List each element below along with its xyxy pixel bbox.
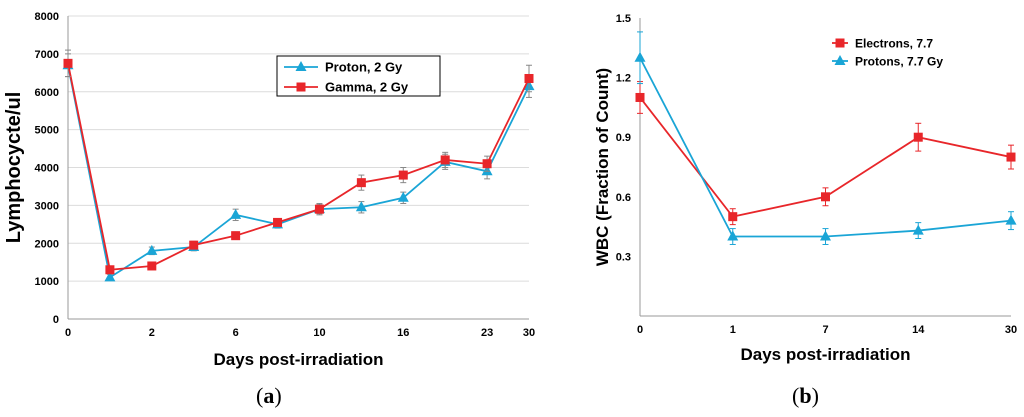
legend: Electrons, 7.7 Protons, 7.7 Gy	[832, 37, 943, 69]
data-point	[1005, 214, 1017, 225]
caption-a: (a)	[256, 383, 282, 408]
data-point	[273, 217, 283, 227]
data-point	[398, 170, 408, 180]
chart-a: 0 1000 2000 3000 4000 5000 6000 7000 8000 0 2 6 10 16…	[3, 11, 535, 369]
y-tick-label: 0.9	[616, 132, 631, 144]
data-point	[63, 58, 73, 68]
data-point	[356, 178, 366, 188]
x-axis-title: Days post-irradiation	[740, 345, 910, 364]
legend-label: Proton, 2 Gy	[325, 60, 403, 75]
series-line	[67, 65, 530, 279]
y-tick-label: 1.5	[616, 13, 631, 25]
y-tick-label: 8000	[35, 11, 59, 23]
x-tick-label: 30	[523, 327, 535, 339]
y-tick-label: 1.2	[616, 73, 631, 85]
y-tick-label: 0.6	[616, 192, 631, 204]
legend-label: Protons, 7.7 Gy	[855, 55, 943, 69]
legend-label: Gamma, 2 Gy	[325, 80, 409, 95]
y-tick-label: 2000	[35, 238, 59, 250]
series-line	[67, 63, 530, 271]
data-point	[440, 155, 450, 165]
x-tick-label: 23	[481, 327, 493, 339]
legend-swatch-marker	[296, 82, 306, 92]
data-point	[147, 261, 157, 271]
x-axis-title: Days post-irradiation	[213, 350, 383, 369]
legend-swatch-marker	[295, 61, 307, 71]
chart-b: 0.3 0.6 0.9 1.2 1.5 0 1 7 14 30 Days post-irradiat…	[593, 13, 1017, 364]
data-point	[189, 240, 199, 250]
series-electrons-7-7	[635, 81, 1016, 226]
data-point	[355, 201, 367, 212]
data-point	[820, 230, 831, 241]
x-tick-label: 0	[637, 324, 643, 336]
data-point	[635, 92, 645, 102]
x-tick-label: 30	[1005, 324, 1017, 336]
caption-b: (b)	[792, 383, 819, 408]
x-tick-label: 16	[397, 327, 409, 339]
data-point	[727, 230, 739, 241]
data-point	[524, 73, 534, 83]
series-gamma-2-gy	[63, 49, 534, 275]
y-axis-title: Lymphocycte/ul	[3, 92, 25, 244]
series-protons-7-7-gy	[634, 31, 1017, 245]
x-tick-label: 10	[313, 327, 325, 339]
y-tick-label: 1000	[35, 276, 59, 288]
data-point	[230, 208, 242, 219]
x-tick-label: 6	[233, 327, 239, 339]
data-point	[231, 231, 241, 241]
data-point	[482, 159, 492, 169]
x-tick-label: 14	[912, 324, 925, 336]
y-tick-label: 3000	[35, 200, 59, 212]
data-point	[397, 191, 409, 202]
legend: Proton, 2 Gy Gamma, 2 Gy	[276, 55, 441, 97]
x-tick-label: 7	[822, 324, 828, 336]
data-point	[634, 51, 646, 62]
data-point	[146, 244, 158, 255]
data-point	[105, 265, 115, 275]
data-point	[912, 224, 924, 235]
y-tick-label: 0	[53, 314, 59, 326]
y-tick-label: 6000	[35, 87, 59, 99]
data-point	[1006, 152, 1016, 162]
x-tick-label: 1	[730, 324, 736, 336]
x-tick-label: 2	[149, 327, 155, 339]
y-tick-label: 0.3	[616, 251, 631, 263]
y-tick-label: 5000	[35, 125, 59, 137]
data-point	[314, 204, 324, 214]
legend-swatch-marker	[834, 55, 846, 65]
legend-swatch-marker	[835, 38, 845, 48]
data-point	[104, 271, 116, 282]
series-line	[639, 57, 1012, 238]
x-tick-label: 0	[65, 327, 71, 339]
data-point	[728, 212, 738, 222]
legend-label: Electrons, 7.7	[855, 37, 933, 51]
data-point	[913, 132, 923, 142]
y-axis-title: WBC (Fraction of Count)	[593, 68, 612, 266]
y-tick-label: 4000	[35, 163, 59, 175]
y-tick-label: 7000	[35, 49, 59, 61]
data-point	[821, 192, 830, 202]
